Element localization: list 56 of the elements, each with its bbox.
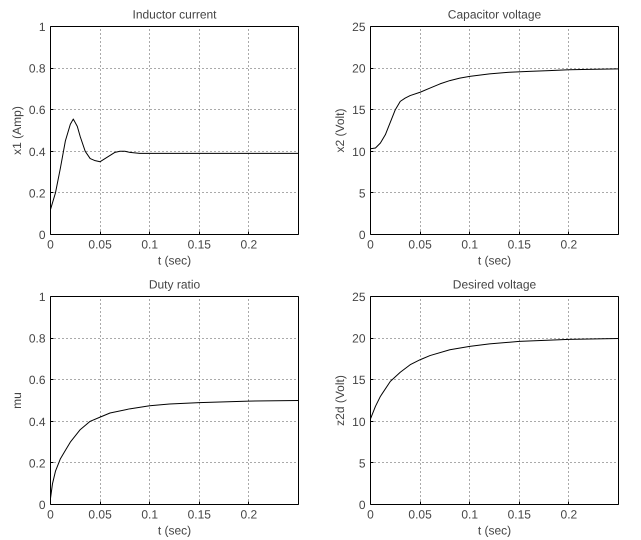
y-tick-label: 1 xyxy=(38,20,46,34)
y-tick-label: 10 xyxy=(352,144,366,159)
y-tick-label: 10 xyxy=(352,414,366,429)
chart-title: Duty ratio xyxy=(148,278,200,292)
x-tick-label: 0.2 xyxy=(560,508,578,522)
x-tick-label: 0.1 xyxy=(141,508,158,522)
y-tick-label: 0 xyxy=(38,228,46,242)
x-tick-label: 0 xyxy=(47,508,54,522)
y-tick-label: 20 xyxy=(352,332,366,346)
x-tick-label: 0 xyxy=(367,508,374,522)
y-tick-label: 5 xyxy=(358,186,366,200)
y-axis-title: z2d (Volt) xyxy=(333,375,348,426)
y-tick-label: 1 xyxy=(38,290,46,304)
chart-title: Desired voltage xyxy=(452,278,537,292)
x-axis-title: t (sec) xyxy=(478,254,512,268)
x-tick-label: 0.05 xyxy=(408,238,432,252)
y-tick-label: 0.8 xyxy=(28,62,46,76)
x-tick-label: 0.1 xyxy=(461,238,478,252)
x-tick-label: 0.15 xyxy=(188,508,212,522)
x-tick-label: 0.05 xyxy=(88,238,112,252)
y-tick-label: 0.4 xyxy=(28,414,46,429)
x-tick-label: 0.2 xyxy=(240,508,258,522)
x-tick-label: 0.15 xyxy=(508,508,532,522)
x-axis-title: t (sec) xyxy=(158,254,192,268)
x-axis-title: t (sec) xyxy=(158,524,192,538)
x-tick-label: 0.15 xyxy=(188,238,212,252)
y-tick-label: 0.6 xyxy=(28,373,46,388)
y-tick-label: 15 xyxy=(352,373,366,388)
y-axis-title: x2 (Volt) xyxy=(333,108,348,153)
y-tick-label: 25 xyxy=(352,290,366,304)
x-tick-label: 0.15 xyxy=(508,238,532,252)
y-tick-label: 0.8 xyxy=(28,332,46,346)
y-tick-label: 20 xyxy=(352,62,366,76)
x-tick-label: 0.2 xyxy=(560,238,578,252)
y-tick-label: 0.6 xyxy=(28,103,46,118)
y-tick-label: 0 xyxy=(358,498,366,512)
y-axis-title: mu xyxy=(10,392,24,409)
y-tick-label: 0.2 xyxy=(28,456,46,470)
chart-title: Capacitor voltage xyxy=(448,8,542,22)
y-tick-label: 0 xyxy=(358,228,366,242)
x-tick-label: 0.1 xyxy=(141,238,158,252)
y-tick-label: 0.4 xyxy=(28,144,46,159)
chart-title: Inductor current xyxy=(132,8,218,22)
x-tick-label: 0.05 xyxy=(88,508,112,522)
y-tick-label: 0.2 xyxy=(28,186,46,200)
x-tick-label: 0 xyxy=(367,238,374,252)
x-tick-label: 0.2 xyxy=(240,238,258,252)
x-tick-label: 0 xyxy=(47,238,54,252)
x-tick-label: 0.1 xyxy=(461,508,478,522)
y-tick-label: 25 xyxy=(352,20,366,34)
y-tick-label: 5 xyxy=(358,456,366,470)
x-axis-title: t (sec) xyxy=(478,524,512,538)
y-tick-label: 0 xyxy=(38,498,46,512)
x-tick-label: 0.05 xyxy=(408,508,432,522)
y-tick-label: 15 xyxy=(352,103,366,118)
y-axis-title: x1 (Amp) xyxy=(10,106,24,155)
